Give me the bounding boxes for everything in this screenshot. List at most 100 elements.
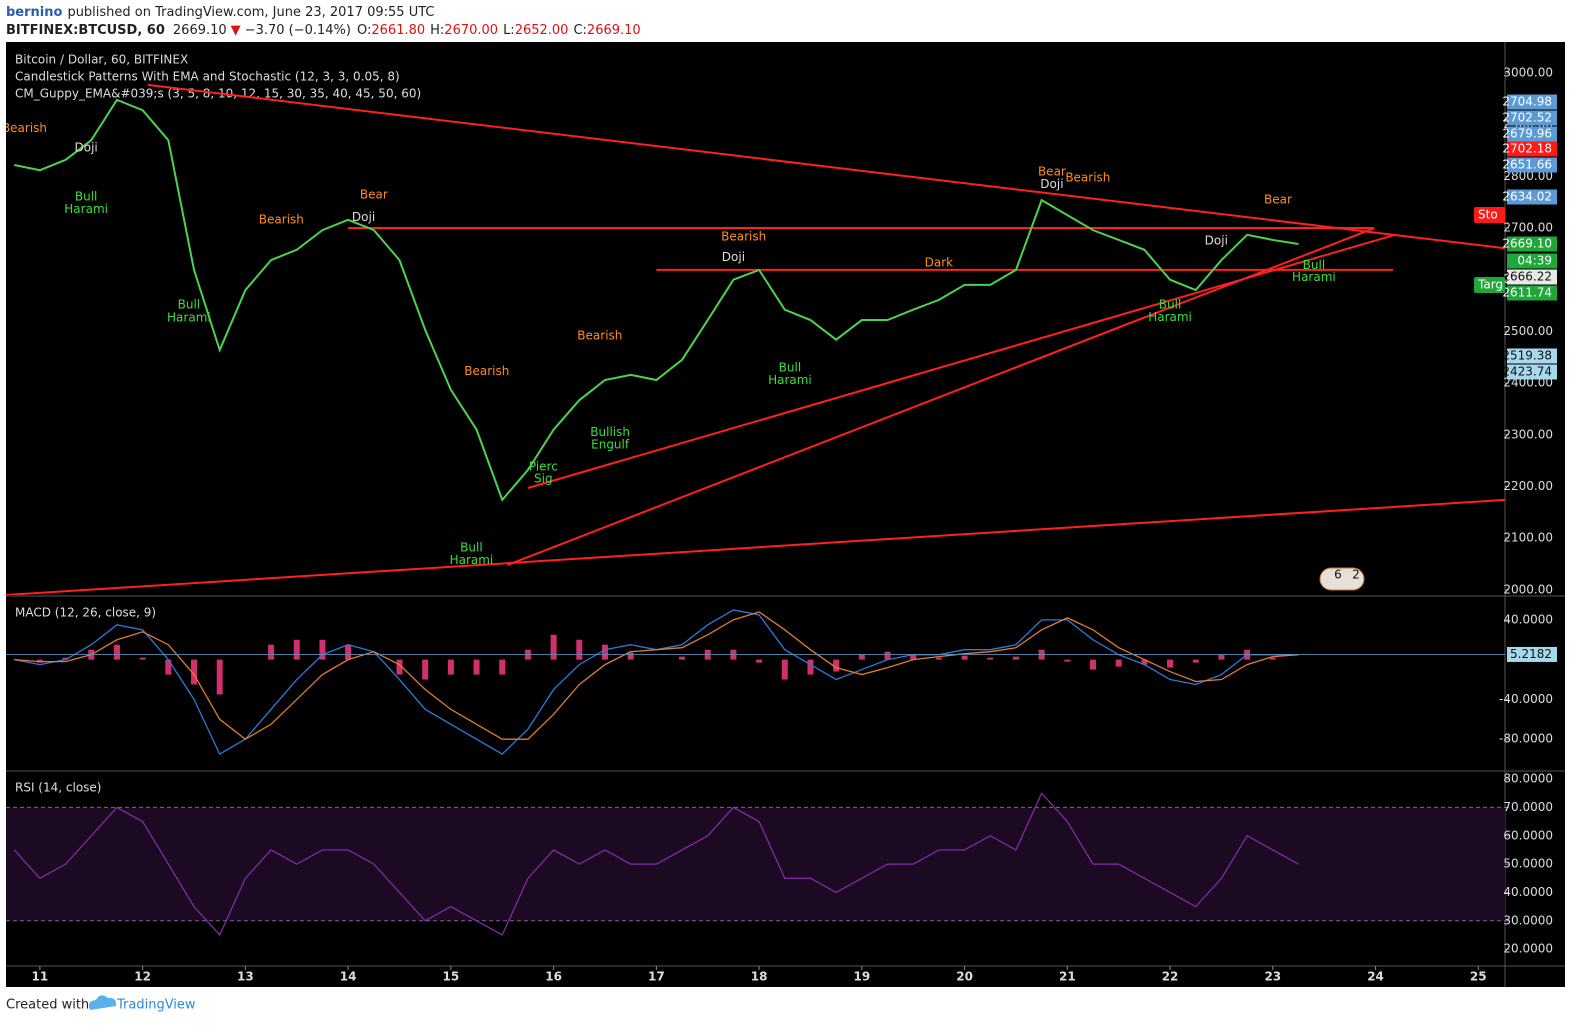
price-label: 2519.38	[1502, 349, 1552, 363]
histogram-bar	[627, 652, 634, 660]
pattern-label: Bearish	[1065, 170, 1110, 184]
histogram-bar	[987, 657, 994, 660]
price-label: 2611.74	[1502, 286, 1552, 300]
y-tick-label: 60.0000	[1503, 828, 1553, 842]
pane-title: RSI (14, close)	[15, 781, 101, 795]
pattern-label: Bull	[178, 298, 201, 312]
y-tick-label: 30.0000	[1503, 913, 1553, 927]
x-tick-label: 17	[648, 970, 665, 984]
order-badge	[1474, 277, 1505, 293]
histogram-bar	[447, 659, 454, 675]
band-fill	[6, 807, 1505, 921]
histogram-bar	[807, 659, 814, 675]
symbol: BITFINEX:BTCUSD, 60	[6, 23, 165, 38]
footer-text: Created with	[6, 998, 89, 1013]
x-tick-label: 18	[751, 970, 768, 984]
pattern-label: Bearish	[721, 229, 766, 243]
author: bernino	[6, 5, 62, 20]
histogram-bar	[396, 659, 403, 675]
pattern-label: Bull	[75, 190, 98, 204]
histogram-bar	[1064, 659, 1071, 662]
header-line-1: bernino published on TradingView.com, Jun…	[6, 5, 434, 20]
histogram-bar	[62, 657, 69, 660]
y-tick-label: 3000.00	[1503, 66, 1553, 80]
pattern-label: Bearish	[2, 121, 47, 135]
ohlc-value: 2661.80	[371, 23, 425, 38]
histogram-bar	[679, 656, 686, 660]
price-label: 2423.74	[1502, 365, 1552, 379]
x-tick-label: 13	[237, 970, 254, 984]
histogram-bar	[910, 654, 917, 660]
pattern-label: Doji	[352, 210, 375, 224]
pattern-label: Pierc	[529, 459, 558, 473]
events-count: 6	[1334, 568, 1342, 582]
ohlc-key: O:	[357, 23, 371, 38]
histogram-bar	[293, 639, 300, 660]
price-label-box	[1507, 285, 1557, 301]
histogram-bar	[165, 659, 172, 675]
events-badge	[1319, 567, 1365, 591]
histogram-bar	[345, 644, 352, 660]
price-label-box	[1507, 94, 1557, 110]
histogram-bar	[601, 644, 608, 660]
pattern-label: Harami	[1292, 270, 1336, 284]
price-label: 2666.22	[1502, 270, 1552, 284]
y-tick-label: 80.0000	[1503, 772, 1553, 786]
price-label: 2651.66	[1502, 158, 1552, 172]
price-label-box	[1507, 348, 1557, 364]
pattern-label: Bearish	[259, 212, 304, 226]
trend-line	[507, 227, 1375, 566]
pattern-label: Bull	[779, 361, 802, 375]
published: published on TradingView.com, June 23, 2…	[67, 5, 434, 20]
x-tick-label: 23	[1264, 970, 1281, 984]
change: −3.70 (−0.14%)	[245, 23, 351, 38]
indicator-title: Candlestick Patterns With EMA and Stocha…	[15, 70, 400, 84]
pattern-label: Harami	[167, 310, 211, 324]
histogram-bar	[550, 634, 557, 660]
price-label-box	[1507, 236, 1557, 252]
histogram-bar	[576, 639, 583, 660]
pattern-label: Bearish	[577, 329, 622, 343]
pane	[6, 792, 1505, 937]
histogram-bar	[1012, 656, 1019, 660]
footer-brand[interactable]: TradingView	[116, 998, 196, 1013]
ohlc-value: 2670.00	[444, 23, 498, 38]
ohlc-key: H:	[430, 23, 444, 38]
countdown: 04:39	[1517, 254, 1552, 268]
y-tick-label: 70.0000	[1503, 800, 1553, 814]
pattern-label: Harami	[1148, 310, 1192, 324]
trend-line	[6, 498, 1505, 595]
histogram-bar	[781, 659, 788, 680]
pattern-label: Dark	[925, 256, 954, 270]
histogram-bar	[1192, 659, 1199, 663]
x-tick-label: 24	[1367, 970, 1384, 984]
x-tick-label: 14	[340, 970, 357, 984]
histogram-bar	[191, 659, 198, 685]
histogram-bar	[319, 639, 326, 660]
histogram-bar	[1218, 654, 1225, 660]
y-tick-label: 2300.00	[1503, 427, 1553, 441]
signal-line	[14, 611, 1299, 740]
x-tick-label: 20	[956, 970, 973, 984]
y-tick-label: 40.0000	[1503, 885, 1553, 899]
pattern-label: Harami	[450, 553, 494, 567]
price-label: 2702.52	[1502, 111, 1552, 125]
pane-title: Bitcoin / Dollar, 60, BITFINEX	[15, 53, 188, 67]
last-value-box	[1507, 646, 1557, 662]
price-label: 2634.02	[1502, 190, 1552, 204]
y-tick-label: 2100.00	[1503, 531, 1553, 545]
histogram-bar	[1141, 659, 1148, 665]
y-tick-label: 2000.00	[1503, 582, 1553, 596]
pattern-label: Doji	[1040, 177, 1063, 191]
price-line	[14, 98, 1299, 502]
histogram-bar	[216, 659, 223, 695]
histogram-bar	[268, 644, 275, 660]
histogram-bar	[756, 659, 763, 663]
pattern-label: Harami	[768, 373, 812, 387]
histogram-bar	[858, 654, 865, 660]
x-tick-label: 11	[32, 970, 49, 984]
ohlc-key: L:	[503, 23, 515, 38]
x-tick-label: 22	[1162, 970, 1179, 984]
